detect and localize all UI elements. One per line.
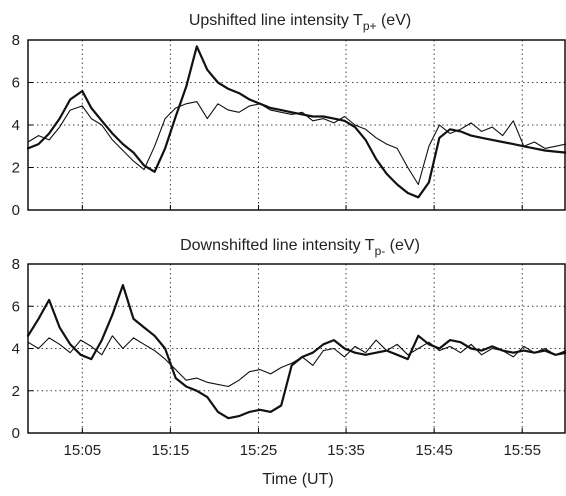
downshifted-xtick-label-2: 15:25: [240, 442, 278, 459]
downshifted-ytick-label-4: 8: [12, 256, 20, 273]
upshifted-ytick-label-1: 2: [12, 160, 20, 177]
downshifted-xtick-label-1: 15:15: [152, 442, 190, 459]
downshifted-xtick-label-4: 15:45: [415, 442, 453, 459]
downshifted-ytick-label-0: 0: [12, 425, 20, 442]
downshifted-series-thick: [26, 284, 566, 420]
downshifted-xtick-label-0: 15:05: [64, 442, 102, 459]
upshifted-series-thick: [26, 45, 566, 199]
upshifted-ytick-label-2: 4: [12, 117, 20, 134]
upshifted-ytick-label-4: 8: [12, 32, 20, 49]
upshifted-panel-title: Upshifted line intensity Tp+ (eV): [189, 12, 411, 33]
upshifted-series-thin: [27, 101, 566, 186]
downshifted-xtick-label-3: 15:35: [327, 442, 365, 459]
downshifted-panel-title: Downshifted line intensity Tp- (eV): [180, 237, 420, 258]
downshifted-xtick-label-5: 15:55: [503, 442, 541, 459]
upshifted-plot-frame: [27, 39, 566, 211]
downshifted-ytick-label-3: 6: [12, 298, 20, 315]
upshifted-ytick-label-0: 0: [12, 202, 20, 219]
downshifted-panel: Downshifted line intensity Tp- (eV) 0 2 4 6…: [12, 237, 566, 459]
downshifted-ytick-label-1: 2: [12, 383, 20, 400]
upshifted-ytick-label-3: 6: [12, 75, 20, 92]
downshifted-ytick-label-2: 4: [12, 341, 20, 358]
upshifted-panel: Upshifted line intensity Tp+ (eV) 0 2 4 6 8: [12, 12, 566, 219]
downshifted-series-thin: [27, 335, 566, 388]
x-axis-title: Time (UT): [262, 471, 333, 488]
